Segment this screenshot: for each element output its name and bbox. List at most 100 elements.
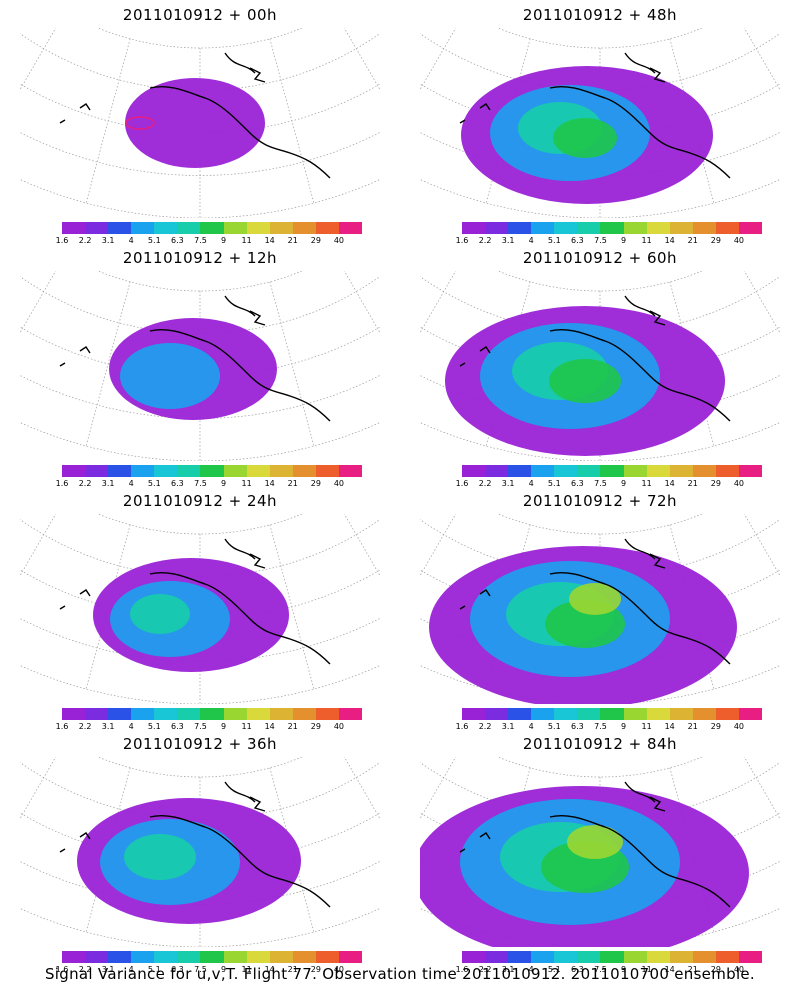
colorbar-swatch — [623, 465, 647, 477]
colorbar-tick-label: 11 — [241, 479, 252, 488]
colorbar-swatch — [338, 222, 363, 234]
colorbar-tick-label: 4 — [128, 965, 134, 974]
colorbar-tick-label: 1.6 — [455, 722, 469, 731]
colorbar-swatch — [223, 708, 247, 720]
panel-title: 2011010912 + 84h — [522, 735, 678, 753]
colorbar — [62, 951, 363, 963]
colorbar-swatch — [646, 465, 670, 477]
colorbar-tick-label: 21 — [287, 965, 298, 974]
colorbar-tick-label: 1.6 — [55, 722, 69, 731]
colorbar-swatch — [223, 465, 247, 477]
colorbar-swatch — [554, 465, 578, 477]
colorbar-swatch — [646, 951, 670, 963]
colorbar-tick-label: 21 — [687, 722, 698, 731]
map-panel: 2011010912 + 00h 1.6 2.2 3.1 4 5.1 6.3 7.5 9 11 14… — [10, 0, 390, 250]
colorbar-tick-label: 7.5 — [594, 236, 607, 245]
colorbar-tick-label: 9 — [620, 722, 627, 731]
colorbar-tick-label: 14 — [264, 965, 275, 974]
colorbar-swatch — [338, 951, 363, 963]
colorbar-tick-label: 40 — [333, 722, 345, 731]
colorbar-swatch — [669, 708, 693, 720]
variance-field — [445, 306, 725, 456]
colorbar-swatch — [646, 222, 670, 234]
colorbar-swatch — [577, 708, 601, 720]
colorbar-tick-label: 21 — [287, 479, 298, 488]
colorbar-tick-label: 5.1 — [147, 722, 161, 731]
colorbar — [62, 465, 363, 477]
colorbar-swatch — [692, 708, 716, 720]
colorbar-swatch — [223, 222, 247, 234]
colorbar-tick-label: 6.3 — [171, 722, 184, 731]
colorbar-tick-label: 40 — [733, 965, 745, 974]
colorbar-swatch — [531, 708, 555, 720]
colorbar-swatch — [623, 708, 647, 720]
colorbar-tick-label: 40 — [333, 965, 345, 974]
colorbar-labels: 1.6 2.2 3.1 4 5.1 6.3 7.5 9 11 14 21 29 40 — [56, 722, 362, 734]
figure-caption: Signal Variance for u,v,T. Flight 77. Ob… — [44, 965, 756, 983]
colorbar-swatch — [715, 951, 739, 963]
colorbar-swatch — [85, 708, 109, 720]
colorbar-swatch — [600, 951, 624, 963]
colorbar-tick-label: 29 — [310, 236, 321, 245]
colorbar-swatch — [600, 708, 624, 720]
colorbar-swatch — [269, 465, 293, 477]
colorbar-swatch — [738, 708, 763, 720]
colorbar-tick-label: 3.1 — [101, 965, 115, 974]
colorbar-tick-label: 7.5 — [194, 236, 207, 245]
colorbar-tick-label: 3.1 — [101, 479, 115, 488]
colorbar-swatch — [62, 708, 86, 720]
colorbar-tick-label: 11 — [241, 965, 252, 974]
colorbar-tick-label: 5.1 — [547, 479, 561, 488]
colorbar-tick-label: 5.1 — [547, 236, 561, 245]
colorbar-tick-label: 29 — [310, 479, 321, 488]
colorbar-swatch — [669, 465, 693, 477]
colorbar-tick-label: 11 — [241, 722, 252, 731]
colorbar-swatch — [315, 708, 339, 720]
colorbar-swatch — [85, 951, 109, 963]
colorbar-swatch — [200, 708, 224, 720]
colorbar-tick-label: 11 — [241, 236, 252, 245]
colorbar-tick-label: 3.1 — [501, 722, 515, 731]
colorbar — [462, 222, 763, 234]
colorbar-swatch — [692, 222, 716, 234]
colorbar — [462, 951, 763, 963]
panel-title: 2011010912 + 12h — [122, 249, 278, 267]
colorbar-swatch — [223, 951, 247, 963]
colorbar-tick-label: 1.6 — [455, 965, 469, 974]
colorbar-swatch — [108, 222, 132, 234]
colorbar-tick-label: 14 — [264, 236, 275, 245]
colorbar-swatch — [715, 465, 739, 477]
colorbar-tick-label: 4 — [528, 965, 534, 974]
map-image — [20, 271, 380, 461]
colorbar-tick-label: 1.6 — [55, 236, 69, 245]
variance-field — [420, 786, 749, 947]
colorbar-swatch — [554, 222, 578, 234]
coastline — [459, 52, 731, 179]
colorbar-labels: 1.6 2.2 3.1 4 5.1 6.3 7.5 9 11 14 21 29 40 — [456, 236, 762, 248]
colorbar-tick-label: 2.2 — [478, 236, 492, 245]
colorbar-swatch — [554, 708, 578, 720]
panel-title: 2011010912 + 48h — [522, 6, 678, 24]
colorbar-swatch — [85, 222, 109, 234]
colorbar-tick-label: 21 — [287, 722, 298, 731]
colorbar-tick-label: 9 — [220, 479, 227, 488]
colorbar-tick-label: 40 — [333, 236, 345, 245]
colorbar-swatch — [485, 708, 509, 720]
colorbar-tick-label: 11 — [641, 479, 652, 488]
colorbar-tick-label: 6.3 — [571, 236, 584, 245]
colorbar-tick-label: 14 — [664, 479, 675, 488]
colorbar-swatch — [600, 465, 624, 477]
colorbar-swatch — [508, 222, 532, 234]
colorbar-tick-label: 9 — [620, 479, 627, 488]
coastline — [59, 781, 331, 908]
colorbar-tick-label: 29 — [710, 965, 721, 974]
variance-field — [93, 558, 289, 672]
colorbar-tick-label: 6.3 — [171, 236, 184, 245]
colorbar-tick-label: 2.2 — [78, 479, 92, 488]
colorbar-tick-label: 1.6 — [55, 965, 69, 974]
colorbar-swatch — [200, 951, 224, 963]
colorbar-tick-label: 2.2 — [478, 479, 492, 488]
colorbar-swatch — [669, 222, 693, 234]
colorbar-tick-label: 6.3 — [571, 479, 584, 488]
colorbar-swatch — [485, 222, 509, 234]
